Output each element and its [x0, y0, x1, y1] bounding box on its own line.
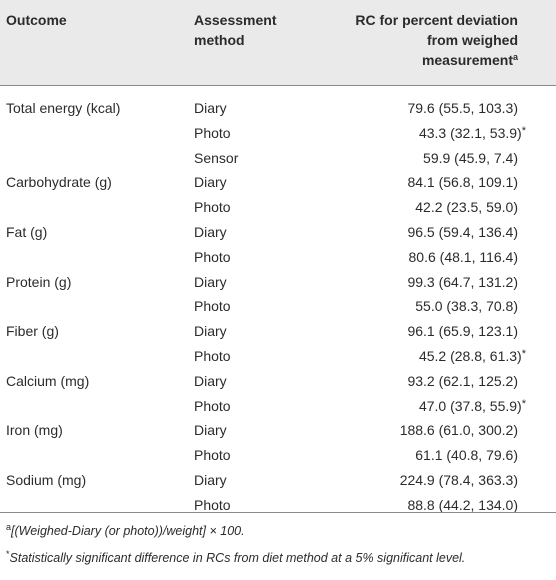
cell-rc: 96.1 (65.9, 123.1)	[407, 322, 518, 343]
cell-rc: 59.9 (45.9, 7.4)	[423, 149, 518, 170]
cell-rc-value: 80.6 (48.1, 116.4)	[408, 248, 518, 265]
footer-divider	[0, 512, 556, 513]
cell-outcome: Total energy (kcal)	[6, 100, 121, 116]
header-assessment-method: Assessment method	[194, 10, 324, 50]
cell-method: Photo	[194, 496, 231, 513]
table-row: Photo 47.0 (37.8, 55.9)*	[0, 394, 556, 419]
table-row: Calcium (mg) Diary 93.2 (62.1, 125.2)	[0, 369, 556, 394]
cell-outcome: Fiber (g)	[6, 323, 59, 340]
cell-method: Photo	[194, 298, 231, 315]
table-row: Photo 88.8 (44.2, 134.0)	[0, 493, 556, 518]
cell-rc: 42.2 (23.5, 59.0)	[415, 198, 518, 219]
cell-rc: 93.2 (62.1, 125.2)	[407, 372, 518, 393]
cell-rc-value: 61.1 (40.8, 79.6)	[415, 447, 518, 464]
table-row: Protein (g) Diary 99.3 (64.7, 131.2)	[0, 270, 556, 295]
cell-outcome: Carbohydrate (g)	[6, 174, 112, 191]
table-row: Photo 61.1 (40.8, 79.6)	[0, 443, 556, 468]
header-rc-line3: measurementa	[318, 50, 518, 72]
footnote-star-marker: *	[6, 549, 10, 559]
cell-rc: 96.5 (59.4, 136.4)	[407, 223, 518, 244]
footnote-a-marker: a	[6, 522, 12, 532]
cell-method: Diary	[194, 422, 227, 439]
footnote-a: a[(Weighed-Diary (or photo))/weight] × 1…	[6, 522, 245, 538]
significance-marker: *	[521, 348, 526, 360]
header-rc-line2: from weighed	[426, 32, 518, 48]
significance-marker: *	[521, 124, 526, 137]
header-rc-line3-text: measurement	[421, 52, 513, 68]
cell-rc-value: 188.6 (61.0, 300.2)	[399, 422, 518, 439]
table-row: Photo 45.2 (28.8, 61.3)*	[0, 344, 556, 369]
table-row: Photo 55.0 (38.3, 70.8)	[0, 294, 556, 319]
cell-method: Photo	[194, 248, 231, 265]
cell-rc-value: 88.8 (44.2, 134.0)	[407, 496, 518, 513]
cell-rc-value: 96.1 (65.9, 123.1)	[407, 323, 518, 340]
cell-rc: 43.3 (32.1, 53.9)*	[419, 124, 526, 145]
cell-rc: 61.1 (40.8, 79.6)	[415, 446, 518, 467]
table-row: Fiber (g) Diary 96.1 (65.9, 123.1)	[0, 319, 556, 344]
table-row: Carbohydrate (g) Diary 84.1 (56.8, 109.1)	[0, 170, 556, 195]
cell-method: Diary	[194, 472, 227, 488]
cell-method: Diary	[194, 224, 227, 240]
cell-method: Diary	[194, 372, 227, 389]
cell-rc: 80.6 (48.1, 116.4)	[409, 248, 518, 269]
cell-rc: 55.0 (38.3, 70.8)	[415, 297, 518, 318]
cell-rc: 84.1 (56.8, 109.1)	[407, 173, 518, 194]
cell-rc-value: 45.2 (28.8, 61.3)	[418, 348, 522, 364]
header-method-line2: method	[194, 32, 245, 48]
table-row: Iron (mg) Diary 188.6 (61.0, 300.2)	[0, 418, 556, 443]
cell-rc: 45.2 (28.8, 61.3)*	[419, 347, 526, 368]
cell-rc: 188.6 (61.0, 300.2)	[400, 421, 518, 442]
table-row: Total energy (kcal) Diary 79.6 (55.5, 103.…	[0, 96, 556, 121]
cell-method: Diary	[194, 100, 227, 116]
table-header	[0, 0, 556, 85]
cell-method: Photo	[194, 397, 231, 414]
cell-rc-value: 42.2 (23.5, 59.0)	[415, 199, 518, 216]
cell-rc: 99.3 (64.7, 131.2)	[407, 273, 518, 294]
cell-outcome: Protein (g)	[6, 273, 72, 290]
table-row: Sodium (mg) Diary 224.9 (78.4, 363.3)	[0, 468, 556, 493]
cell-outcome: Iron (mg)	[6, 422, 63, 439]
footnote-star-text: Statistically significant difference in …	[9, 551, 466, 565]
table-row: Photo 80.6 (48.1, 116.4)	[0, 245, 556, 270]
cell-rc-value: 93.2 (62.1, 125.2)	[407, 372, 518, 389]
cell-rc-value: 224.9 (78.4, 363.3)	[399, 472, 518, 488]
cell-method: Photo	[194, 124, 231, 141]
header-method-line1: Assessment	[194, 12, 277, 28]
cell-method: Diary	[194, 174, 227, 191]
table-row: Photo 43.3 (32.1, 53.9)*	[0, 121, 556, 146]
header-outcome-label: Outcome	[6, 12, 67, 28]
cell-rc: 88.8 (44.2, 134.0)	[407, 496, 518, 517]
cell-rc: 224.9 (78.4, 363.3)	[400, 471, 518, 492]
cell-rc-value: 99.3 (64.7, 131.2)	[407, 273, 518, 290]
header-rc: RC for percent deviation from weighed me…	[318, 10, 518, 72]
cell-method: Sensor	[194, 149, 239, 166]
header-divider	[0, 85, 556, 86]
table-row: Fat (g) Diary 96.5 (59.4, 136.4)	[0, 220, 556, 245]
cell-rc-value: 47.0 (37.8, 55.9)	[418, 397, 522, 414]
cell-outcome: Sodium (mg)	[6, 472, 87, 488]
cell-method: Photo	[194, 447, 231, 464]
cell-rc-value: 96.5 (59.4, 136.4)	[407, 224, 518, 240]
cell-rc-value: 79.6 (55.5, 103.3)	[407, 100, 518, 116]
cell-rc-value: 84.1 (56.8, 109.1)	[407, 174, 518, 191]
cell-rc-value: 59.9 (45.9, 7.4)	[423, 149, 518, 166]
table-row: Photo 42.2 (23.5, 59.0)	[0, 195, 556, 220]
cell-outcome: Calcium (mg)	[6, 372, 90, 389]
significance-marker: *	[521, 397, 526, 410]
cell-method: Diary	[194, 273, 227, 290]
cell-rc: 47.0 (37.8, 55.9)*	[419, 397, 526, 418]
header-rc-superscript: a	[512, 52, 518, 62]
table-row: Sensor 59.9 (45.9, 7.4)	[0, 146, 556, 171]
cell-outcome: Fat (g)	[6, 224, 48, 240]
cell-method: Photo	[194, 348, 231, 364]
cell-rc-value: 43.3 (32.1, 53.9)	[418, 124, 522, 141]
cell-method: Diary	[194, 323, 227, 340]
footnote-a-text: [(Weighed-Diary (or photo))/weight] × 10…	[11, 524, 245, 538]
cell-rc-value: 55.0 (38.3, 70.8)	[415, 298, 518, 315]
cell-method: Photo	[194, 199, 231, 216]
cell-rc: 79.6 (55.5, 103.3)	[407, 99, 518, 120]
header-outcome: Outcome	[6, 10, 67, 30]
header-rc-line1: RC for percent deviation	[355, 12, 518, 28]
footnote-star: *Statistically significant difference in…	[6, 549, 466, 565]
